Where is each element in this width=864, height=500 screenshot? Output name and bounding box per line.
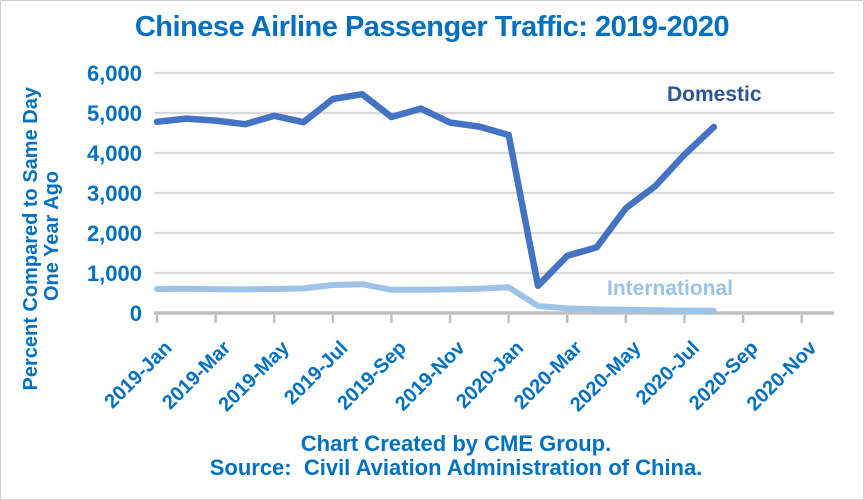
- y-tick-label: 5,000: [87, 101, 142, 126]
- footer-source-line: Source: Civil Aviation Administration of…: [209, 455, 703, 480]
- chart-footer: Chart Created by CME Group. Source: Civi…: [61, 432, 851, 480]
- domestic-series-line: [153, 90, 718, 290]
- chart-title: Chinese Airline Passenger Traffic: 2019-…: [134, 11, 730, 43]
- y-tick-label: 6,000: [87, 61, 142, 86]
- footer-credit-line: Chart Created by CME Group.: [300, 431, 612, 456]
- y-tick-label: 3,000: [87, 181, 142, 206]
- y-tick-label: 0: [130, 301, 142, 326]
- y-axis-title-line2: One Year Ago: [41, 171, 63, 301]
- y-tick-label: 1,000: [87, 261, 142, 286]
- y-tick-label: 4,000: [87, 141, 142, 166]
- domestic-series-label: Domestic: [667, 83, 762, 106]
- y-tick-label: 2,000: [87, 221, 142, 246]
- international-series-label: International: [607, 277, 734, 300]
- international-series-line: [154, 281, 717, 314]
- y-axis-title: Percent Compared to Same Day One Year Ag…: [20, 82, 63, 391]
- y-axis-title-line1: Percent Compared to Same Day: [20, 86, 42, 390]
